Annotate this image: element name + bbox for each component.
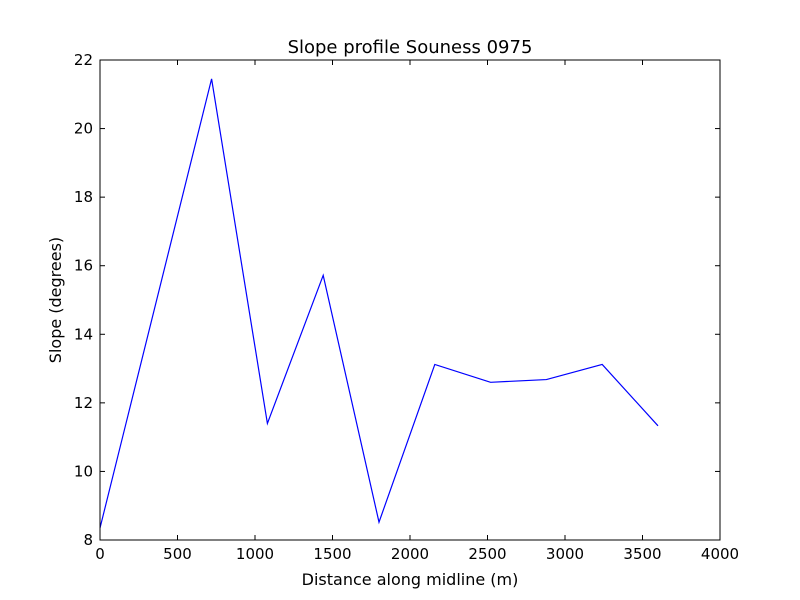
y-tick-label-7: 22 bbox=[74, 51, 93, 69]
x-tick-label-3: 1500 bbox=[313, 545, 351, 563]
y-axis-label: Slope (degrees) bbox=[46, 237, 65, 363]
y-tick-label-2: 12 bbox=[74, 394, 93, 412]
x-tick-label-2: 1000 bbox=[236, 545, 274, 563]
y-tick-label-6: 20 bbox=[74, 120, 93, 138]
y-tick-label-5: 18 bbox=[74, 188, 93, 206]
y-tick-label-3: 14 bbox=[74, 325, 93, 343]
x-tick-label-8: 4000 bbox=[701, 545, 739, 563]
y-tick-label-0: 8 bbox=[83, 531, 93, 549]
x-tick-label-6: 3000 bbox=[546, 545, 584, 563]
x-tick-label-5: 2500 bbox=[468, 545, 506, 563]
x-axis-label: Distance along midline (m) bbox=[302, 570, 519, 589]
x-tick-label-0: 0 bbox=[95, 545, 105, 563]
x-tick-label-7: 3500 bbox=[623, 545, 661, 563]
y-tick-label-1: 10 bbox=[74, 462, 93, 480]
chart-title: Slope profile Souness 0975 bbox=[288, 37, 533, 58]
x-tick-label-1: 500 bbox=[163, 545, 192, 563]
y-tick-label-4: 16 bbox=[74, 257, 93, 275]
x-tick-label-4: 2000 bbox=[391, 545, 429, 563]
